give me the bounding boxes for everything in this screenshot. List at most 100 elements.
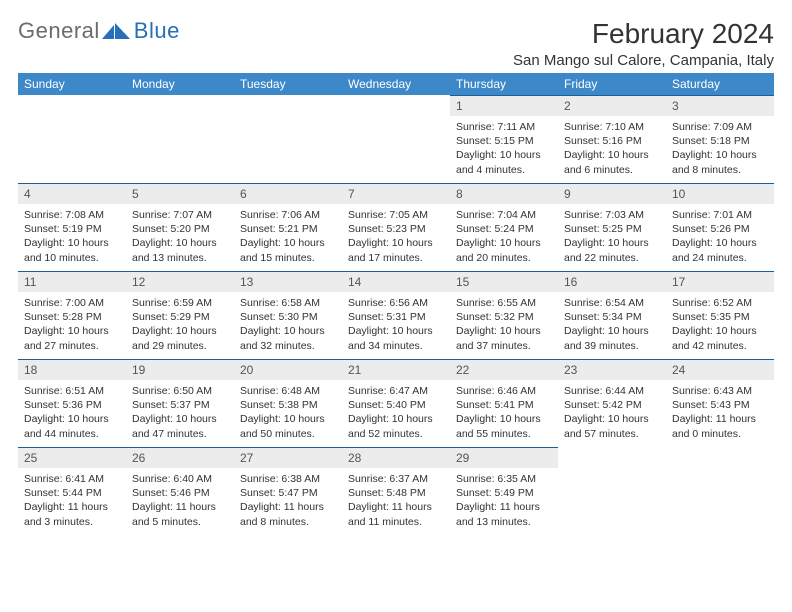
- weekday-header: Tuesday: [234, 73, 342, 95]
- daylight-text: Daylight: 10 hours and 13 minutes.: [132, 236, 228, 264]
- sunrise-text: Sunrise: 7:07 AM: [132, 208, 228, 222]
- sunset-text: Sunset: 5:19 PM: [24, 222, 120, 236]
- daylight-text: Daylight: 11 hours and 3 minutes.: [24, 500, 120, 528]
- calendar-cell: 14 Sunrise: 6:56 AMSunset: 5:31 PMDayligh…: [342, 271, 450, 359]
- day-number: 8: [450, 183, 558, 204]
- day-body: Sunrise: 7:00 AMSunset: 5:28 PMDaylight:…: [18, 292, 126, 357]
- calendar-body: 1Sunrise: 7:11 AMSunset: 5:15 PMDaylight…: [18, 95, 774, 535]
- calendar-cell: 19Sunrise: 6:50 AMSunset: 5:37 PMDayligh…: [126, 359, 234, 447]
- sunset-text: Sunset: 5:29 PM: [132, 310, 228, 324]
- logo: General Blue: [18, 18, 180, 44]
- sunset-text: Sunset: 5:18 PM: [672, 134, 768, 148]
- header: General Blue February 2024 San Mango sul…: [18, 18, 774, 69]
- day-body: Sunrise: 6:41 AMSunset: 5:44 PMDaylight:…: [18, 468, 126, 533]
- day-number: 24: [666, 359, 774, 380]
- sunrise-text: Sunrise: 6:51 AM: [24, 384, 120, 398]
- sunrise-text: Sunrise: 7:09 AM: [672, 120, 768, 134]
- day-number: 20: [234, 359, 342, 380]
- day-number: 13: [234, 271, 342, 292]
- calendar-cell: 25Sunrise: 6:41 AMSunset: 5:44 PMDayligh…: [18, 447, 126, 535]
- daylight-text: Daylight: 10 hours and 20 minutes.: [456, 236, 552, 264]
- day-number: 2: [558, 95, 666, 116]
- day-number: 7: [342, 183, 450, 204]
- day-body: Sunrise: 6:51 AMSunset: 5:36 PMDaylight:…: [18, 380, 126, 445]
- daylight-text: Daylight: 10 hours and 34 minutes.: [348, 324, 444, 352]
- sunset-text: Sunset: 5:32 PM: [456, 310, 552, 324]
- daylight-text: Daylight: 10 hours and 55 minutes.: [456, 412, 552, 440]
- day-body: Sunrise: 6:46 AMSunset: 5:41 PMDaylight:…: [450, 380, 558, 445]
- day-body: Sunrise: 7:08 AMSunset: 5:19 PMDaylight:…: [18, 204, 126, 269]
- daylight-text: Daylight: 10 hours and 8 minutes.: [672, 148, 768, 176]
- calendar-cell: 26Sunrise: 6:40 AMSunset: 5:46 PMDayligh…: [126, 447, 234, 535]
- daylight-text: Daylight: 10 hours and 27 minutes.: [24, 324, 120, 352]
- sunrise-text: Sunrise: 6:52 AM: [672, 296, 768, 310]
- weekday-header: Thursday: [450, 73, 558, 95]
- day-number: 22: [450, 359, 558, 380]
- day-number: 16: [558, 271, 666, 292]
- calendar-cell: 7Sunrise: 7:05 AMSunset: 5:23 PMDaylight…: [342, 183, 450, 271]
- sunset-text: Sunset: 5:44 PM: [24, 486, 120, 500]
- day-number: 29: [450, 447, 558, 468]
- daylight-text: Daylight: 10 hours and 32 minutes.: [240, 324, 336, 352]
- day-number: 5: [126, 183, 234, 204]
- day-number: 26: [126, 447, 234, 468]
- sunrise-text: Sunrise: 6:47 AM: [348, 384, 444, 398]
- daylight-text: Daylight: 10 hours and 24 minutes.: [672, 236, 768, 264]
- sunrise-text: Sunrise: 6:38 AM: [240, 472, 336, 486]
- sunset-text: Sunset: 5:16 PM: [564, 134, 660, 148]
- sunrise-text: Sunrise: 6:46 AM: [456, 384, 552, 398]
- day-body: Sunrise: 6:47 AMSunset: 5:40 PMDaylight:…: [342, 380, 450, 445]
- sunrise-text: Sunrise: 7:01 AM: [672, 208, 768, 222]
- calendar-cell: 21Sunrise: 6:47 AMSunset: 5:40 PMDayligh…: [342, 359, 450, 447]
- sunset-text: Sunset: 5:21 PM: [240, 222, 336, 236]
- day-number: 12: [126, 271, 234, 292]
- sunset-text: Sunset: 5:34 PM: [564, 310, 660, 324]
- sunset-text: Sunset: 5:36 PM: [24, 398, 120, 412]
- sunrise-text: Sunrise: 6:40 AM: [132, 472, 228, 486]
- day-body: Sunrise: 7:09 AMSunset: 5:18 PMDaylight:…: [666, 116, 774, 181]
- sunset-text: Sunset: 5:20 PM: [132, 222, 228, 236]
- sunrise-text: Sunrise: 6:41 AM: [24, 472, 120, 486]
- daylight-text: Daylight: 11 hours and 8 minutes.: [240, 500, 336, 528]
- day-number: 4: [18, 183, 126, 204]
- calendar-cell: 3Sunrise: 7:09 AMSunset: 5:18 PMDaylight…: [666, 95, 774, 183]
- sunrise-text: Sunrise: 6:43 AM: [672, 384, 768, 398]
- sunset-text: Sunset: 5:25 PM: [564, 222, 660, 236]
- calendar-cell: 11Sunrise: 7:00 AMSunset: 5:28 PMDayligh…: [18, 271, 126, 359]
- sunset-text: Sunset: 5:43 PM: [672, 398, 768, 412]
- day-number: 14: [342, 271, 450, 292]
- day-number: 27: [234, 447, 342, 468]
- calendar-cell: [234, 95, 342, 183]
- calendar-cell: 17Sunrise: 6:52 AMSunset: 5:35 PMDayligh…: [666, 271, 774, 359]
- sunrise-text: Sunrise: 6:56 AM: [348, 296, 444, 310]
- day-number: 9: [558, 183, 666, 204]
- day-body: Sunrise: 6:52 AMSunset: 5:35 PMDaylight:…: [666, 292, 774, 357]
- weekday-header: Friday: [558, 73, 666, 95]
- daylight-text: Daylight: 10 hours and 57 minutes.: [564, 412, 660, 440]
- sunset-text: Sunset: 5:26 PM: [672, 222, 768, 236]
- daylight-text: Daylight: 11 hours and 13 minutes.: [456, 500, 552, 528]
- logo-triangle-icon: [102, 21, 132, 41]
- daylight-text: Daylight: 11 hours and 5 minutes.: [132, 500, 228, 528]
- sunrise-text: Sunrise: 7:11 AM: [456, 120, 552, 134]
- sunrise-text: Sunrise: 7:05 AM: [348, 208, 444, 222]
- day-number: 3: [666, 95, 774, 116]
- sunset-text: Sunset: 5:49 PM: [456, 486, 552, 500]
- calendar-cell: 4Sunrise: 7:08 AMSunset: 5:19 PMDaylight…: [18, 183, 126, 271]
- sunrise-text: Sunrise: 7:08 AM: [24, 208, 120, 222]
- calendar-cell: [666, 447, 774, 535]
- day-number: 19: [126, 359, 234, 380]
- daylight-text: Daylight: 10 hours and 29 minutes.: [132, 324, 228, 352]
- sunrise-text: Sunrise: 6:54 AM: [564, 296, 660, 310]
- calendar-row: 4Sunrise: 7:08 AMSunset: 5:19 PMDaylight…: [18, 183, 774, 271]
- logo-text-general: General: [18, 18, 100, 44]
- weekday-header: Wednesday: [342, 73, 450, 95]
- calendar-cell: 2Sunrise: 7:10 AMSunset: 5:16 PMDaylight…: [558, 95, 666, 183]
- sunrise-text: Sunrise: 6:48 AM: [240, 384, 336, 398]
- sunset-text: Sunset: 5:31 PM: [348, 310, 444, 324]
- day-body: Sunrise: 6:35 AMSunset: 5:49 PMDaylight:…: [450, 468, 558, 533]
- calendar-cell: 20Sunrise: 6:48 AMSunset: 5:38 PMDayligh…: [234, 359, 342, 447]
- sunrise-text: Sunrise: 6:50 AM: [132, 384, 228, 398]
- title-block: February 2024 San Mango sul Calore, Camp…: [513, 18, 774, 69]
- daylight-text: Daylight: 10 hours and 50 minutes.: [240, 412, 336, 440]
